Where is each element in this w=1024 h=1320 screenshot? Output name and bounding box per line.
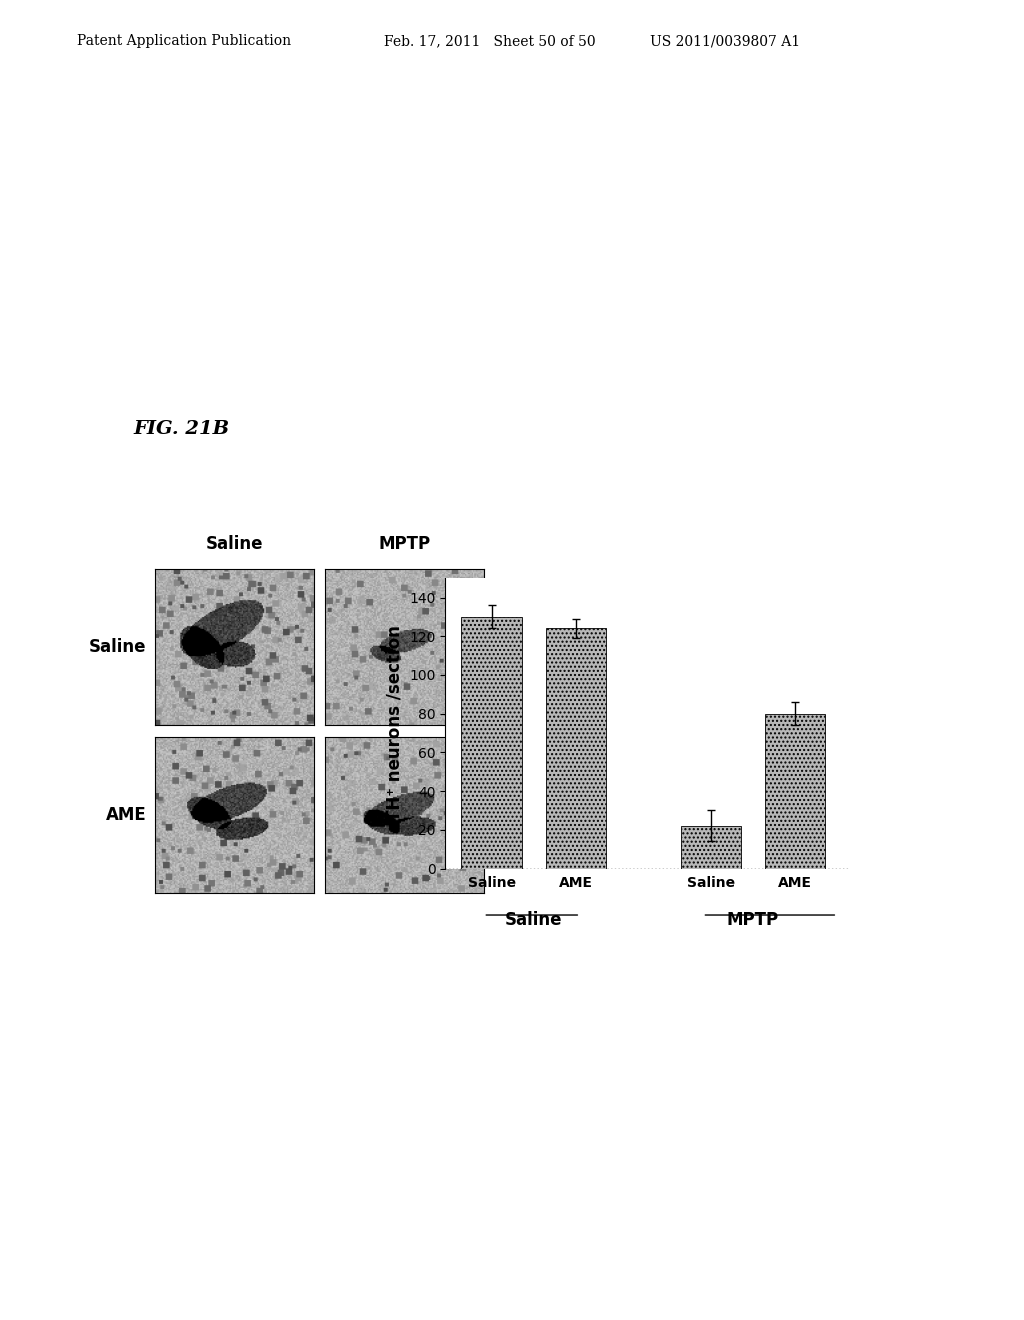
Bar: [681, 826, 741, 869]
Text: Saline: Saline: [505, 911, 562, 929]
Bar: [765, 714, 825, 869]
Text: MPTP: MPTP: [379, 536, 430, 553]
Text: Saline: Saline: [206, 536, 263, 553]
Text: Saline: Saline: [89, 638, 146, 656]
Y-axis label: TH⁺ neurons /section: TH⁺ neurons /section: [386, 626, 403, 821]
Text: MPTP: MPTP: [727, 911, 779, 929]
Text: FIG. 21B: FIG. 21B: [133, 420, 229, 438]
Text: Patent Application Publication: Patent Application Publication: [77, 34, 291, 49]
Text: Feb. 17, 2011   Sheet 50 of 50: Feb. 17, 2011 Sheet 50 of 50: [384, 34, 596, 49]
Bar: [462, 616, 522, 869]
Text: US 2011/0039807 A1: US 2011/0039807 A1: [650, 34, 801, 49]
Bar: [546, 628, 606, 869]
Text: AME: AME: [105, 805, 146, 824]
